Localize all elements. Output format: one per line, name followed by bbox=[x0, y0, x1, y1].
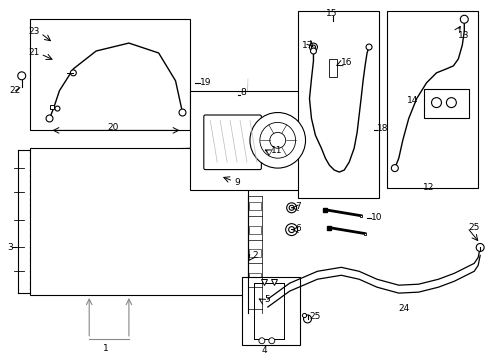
Text: 3: 3 bbox=[7, 243, 13, 252]
Bar bbox=[253, 283, 283, 339]
Bar bbox=[423, 89, 468, 118]
Circle shape bbox=[446, 98, 455, 108]
Bar bbox=[386, 11, 477, 188]
Circle shape bbox=[288, 205, 293, 210]
Bar bbox=[248, 273, 260, 281]
Text: 14: 14 bbox=[407, 96, 418, 105]
Circle shape bbox=[285, 224, 297, 235]
Text: 21: 21 bbox=[28, 49, 40, 58]
Text: 22: 22 bbox=[10, 86, 21, 95]
Text: 10: 10 bbox=[370, 213, 382, 222]
Text: 2: 2 bbox=[251, 251, 257, 260]
Text: 8: 8 bbox=[240, 88, 245, 97]
Circle shape bbox=[475, 243, 483, 251]
Text: 20: 20 bbox=[107, 123, 119, 132]
Text: 16: 16 bbox=[341, 58, 352, 67]
Text: 1: 1 bbox=[103, 344, 109, 353]
Text: 17: 17 bbox=[302, 41, 313, 50]
Text: 25: 25 bbox=[309, 312, 320, 321]
Text: 15: 15 bbox=[325, 9, 336, 18]
Circle shape bbox=[70, 70, 76, 76]
Circle shape bbox=[249, 113, 305, 168]
Text: 12: 12 bbox=[422, 184, 433, 193]
Text: 4: 4 bbox=[262, 346, 267, 355]
Circle shape bbox=[258, 338, 264, 344]
Circle shape bbox=[268, 338, 274, 344]
Circle shape bbox=[286, 203, 296, 213]
Text: 18: 18 bbox=[376, 124, 387, 133]
Text: 19: 19 bbox=[200, 78, 211, 87]
Bar bbox=[30, 19, 190, 130]
Text: 5: 5 bbox=[264, 294, 269, 303]
Bar bbox=[248, 249, 260, 257]
Text: 25: 25 bbox=[468, 223, 479, 232]
Circle shape bbox=[303, 315, 311, 323]
Circle shape bbox=[46, 115, 53, 122]
Text: 11: 11 bbox=[270, 146, 282, 155]
Text: 7: 7 bbox=[295, 202, 301, 211]
Bar bbox=[248, 226, 260, 234]
Bar bbox=[297, 11, 378, 198]
Text: 6: 6 bbox=[295, 224, 301, 233]
Bar bbox=[328, 59, 337, 77]
Circle shape bbox=[366, 44, 371, 50]
Text: 24: 24 bbox=[397, 305, 408, 314]
Text: 23: 23 bbox=[28, 27, 40, 36]
Circle shape bbox=[55, 106, 60, 111]
FancyBboxPatch shape bbox=[203, 115, 261, 170]
Bar bbox=[248, 297, 260, 305]
Circle shape bbox=[459, 15, 468, 23]
Bar bbox=[30, 148, 247, 295]
Text: 9: 9 bbox=[234, 179, 239, 188]
Circle shape bbox=[269, 132, 285, 148]
Circle shape bbox=[390, 165, 398, 172]
Bar bbox=[190, 91, 307, 190]
Circle shape bbox=[288, 227, 294, 233]
Circle shape bbox=[310, 48, 316, 54]
Bar bbox=[248, 202, 260, 210]
Circle shape bbox=[431, 98, 441, 108]
Circle shape bbox=[179, 109, 185, 116]
Circle shape bbox=[309, 43, 317, 51]
Bar bbox=[242, 277, 299, 345]
Circle shape bbox=[18, 72, 26, 80]
Circle shape bbox=[259, 122, 295, 158]
Circle shape bbox=[311, 45, 315, 49]
Text: 13: 13 bbox=[457, 31, 469, 40]
